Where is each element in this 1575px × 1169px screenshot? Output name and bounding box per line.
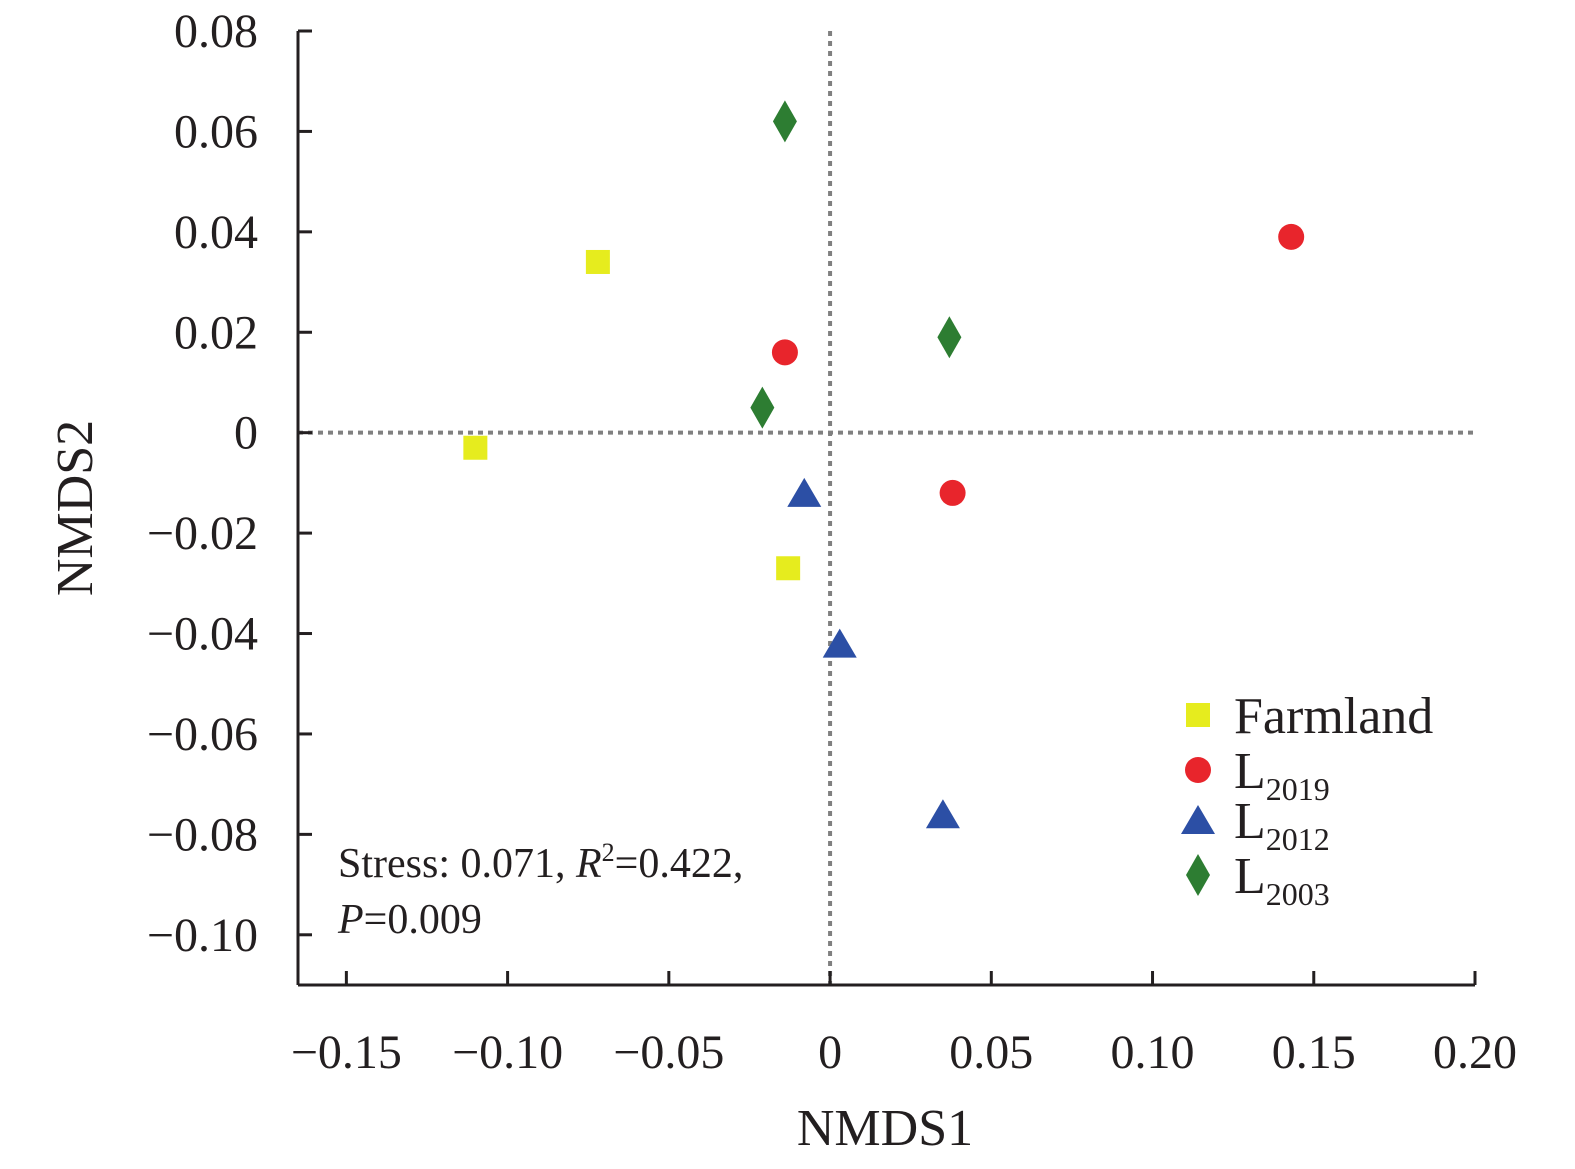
legend-label: L2019: [1234, 743, 1330, 807]
y-tick-label: −0.04: [147, 608, 258, 661]
data-point: [925, 799, 960, 829]
x-tick-label: −0.05: [613, 1026, 724, 1079]
y-tick-label: 0.08: [174, 5, 258, 58]
stress-text: Stress: 0.071,: [338, 841, 576, 887]
data-point: [822, 628, 857, 658]
x-axis-ticks: −0.15 −0.10 −0.05 0 0.05 0.10 0.15 0.20: [291, 971, 1517, 1079]
x-tick-label: 0.10: [1111, 1026, 1195, 1079]
legend-marker: [1185, 757, 1211, 783]
r-superscript: 2: [602, 838, 615, 867]
p-symbol: P: [337, 897, 364, 943]
legend-label-main: L: [1234, 848, 1266, 905]
data-point: [787, 477, 822, 507]
x-tick-label: 0.05: [949, 1026, 1033, 1079]
y-tick-label: 0.02: [174, 306, 258, 359]
reference-lines: [298, 31, 1475, 985]
x-tick-label: −0.10: [452, 1026, 563, 1079]
data-point: [750, 386, 775, 429]
x-tick-label: 0.15: [1272, 1026, 1356, 1079]
y-tick-label: 0.04: [174, 206, 258, 259]
stats-line-2: P=0.009: [337, 897, 482, 943]
data-point: [937, 316, 962, 359]
legend-label-subscript: 2012: [1266, 821, 1330, 857]
legend-marker: [1181, 805, 1215, 834]
r-symbol: R: [575, 841, 602, 887]
legend-label: Farmland: [1234, 688, 1433, 745]
data-point: [771, 339, 798, 366]
legend-label-main: Farmland: [1234, 688, 1433, 745]
axes: [296, 31, 1475, 987]
legend-label: L2003: [1234, 848, 1330, 912]
legend-label-subscript: 2019: [1266, 771, 1330, 807]
legend-label-main: L: [1234, 793, 1266, 850]
y-axis-ticks: 0.08 0.06 0.04 0.02 0 −0.02 −0.04 −0.06 −0.08 −0.…: [147, 5, 312, 962]
x-tick-label: −0.15: [291, 1026, 402, 1079]
y-tick-label: −0.10: [147, 909, 258, 962]
y-tick-label: −0.02: [147, 507, 258, 560]
y-tick-label: 0.06: [174, 105, 258, 158]
legend-label-main: L: [1234, 743, 1266, 800]
data-point: [463, 435, 488, 460]
data-point: [776, 556, 801, 581]
stats-annotation: Stress: 0.071, R2=0.422, P=0.009: [337, 838, 743, 943]
x-tick-label: 0.20: [1433, 1026, 1517, 1079]
legend-marker: [1186, 854, 1210, 896]
x-axis-label: NMDS1: [797, 1100, 973, 1157]
data-point: [585, 249, 610, 274]
legend-marker: [1186, 703, 1210, 727]
r-value-text: =0.422,: [615, 841, 744, 887]
data-point: [939, 479, 966, 506]
legend-label-subscript: 2003: [1266, 876, 1330, 912]
legend-label: L2012: [1234, 793, 1330, 857]
data-point: [772, 100, 797, 143]
x-tick-label: 0: [818, 1026, 842, 1079]
stats-line-1: Stress: 0.071, R2=0.422,: [338, 838, 743, 887]
y-axis-label: NMDS2: [47, 420, 104, 596]
data-point: [1278, 223, 1305, 250]
y-tick-label: −0.08: [147, 808, 258, 861]
y-tick-label: 0: [234, 407, 258, 460]
y-tick-label: −0.06: [147, 708, 258, 761]
data-points: [463, 100, 1305, 829]
p-value-text: =0.009: [364, 897, 482, 943]
